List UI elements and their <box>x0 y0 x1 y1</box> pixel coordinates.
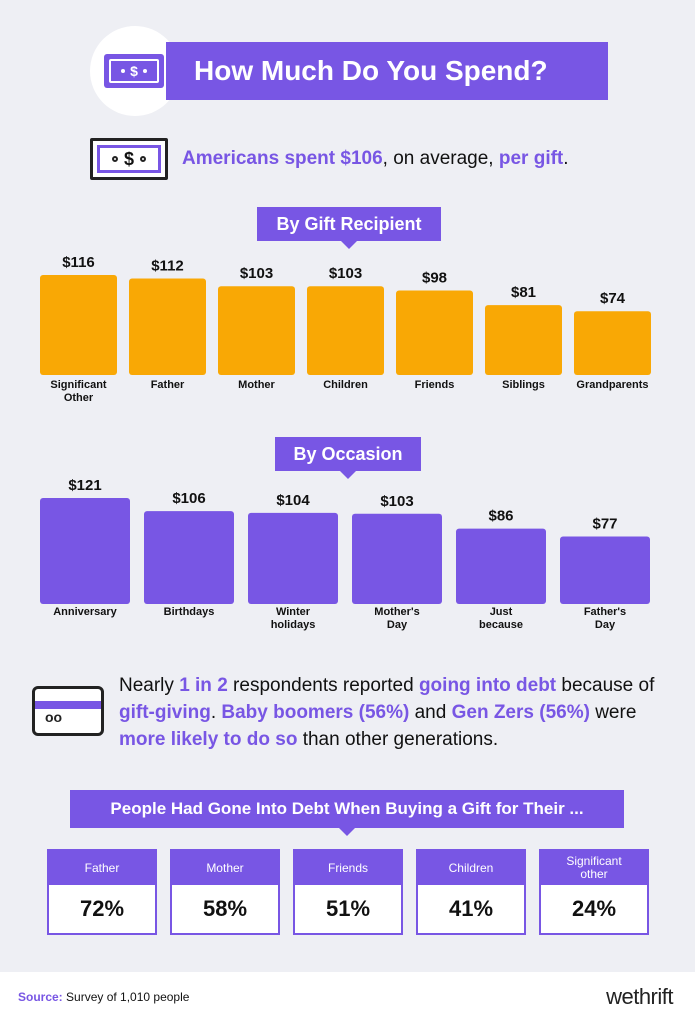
value-label: $86 <box>488 508 513 525</box>
bar-birthdays <box>144 511 234 604</box>
category-label: Significant Other <box>50 379 107 404</box>
value-label: $74 <box>600 290 626 307</box>
bar-children <box>307 286 384 375</box>
recipient-heading: By Gift Recipient <box>257 207 441 249</box>
stat-box-children: Children 41% <box>416 849 526 935</box>
category-label: Father's Day <box>584 606 626 631</box>
dollar-bill-icon: $ <box>104 54 164 88</box>
occasion-chart: $121 Anniversary $106 Birthdays $104 Winter ho… <box>30 470 665 645</box>
value-label: $103 <box>380 493 413 510</box>
bar-just-because <box>456 528 546 604</box>
bar-mother <box>218 286 295 375</box>
value-label: $106 <box>172 490 205 507</box>
category-label: Anniversary <box>53 606 117 618</box>
stat-box-friends: Friends 51% <box>293 849 403 935</box>
value-label: $116 <box>62 254 95 271</box>
average-spend: $ Americans spent $106, on average, per … <box>90 138 569 180</box>
bar-father-s-day <box>560 536 650 604</box>
value-label: $77 <box>592 516 617 533</box>
category-label: Birthdays <box>164 606 215 618</box>
source-note: Source: Survey of 1,010 people <box>18 990 190 1004</box>
category-label: Children <box>323 379 368 391</box>
value-label: $81 <box>511 284 536 301</box>
occasion-heading: By Occasion <box>275 437 421 479</box>
header: $ How Much Do You Spend? <box>90 26 610 116</box>
category-label: Just because <box>479 606 523 631</box>
bar-grandparents <box>574 311 651 375</box>
value-label: $103 <box>240 265 273 282</box>
category-label: Siblings <box>502 379 545 391</box>
value-label: $98 <box>422 270 447 287</box>
bar-father <box>129 278 206 375</box>
stat-box-mother: Mother 58% <box>170 849 280 935</box>
value-label: $121 <box>68 477 101 494</box>
category-label: Mother's Day <box>374 606 419 631</box>
average-text: Americans spent $106, on average, per gi… <box>182 148 569 169</box>
credit-card-icon: oo <box>32 686 104 736</box>
page-title: How Much Do You Spend? <box>166 42 608 100</box>
bar-winter-holidays <box>248 512 338 604</box>
debt-text: Nearly 1 in 2 respondents reported going… <box>119 675 655 750</box>
category-label: Father <box>151 379 185 391</box>
category-label: Mother <box>238 379 275 391</box>
value-label: $112 <box>151 257 184 274</box>
dollar-bill-outline-icon: $ <box>90 138 168 180</box>
header-badge: $ <box>90 26 180 116</box>
stat-box-father: Father 72% <box>47 849 157 935</box>
bar-mother-s-day <box>352 513 442 604</box>
stat-box-significant-other: Significant other 24% <box>539 849 649 935</box>
bar-siblings <box>485 305 562 375</box>
bar-friends <box>396 290 473 375</box>
category-label: Winter holidays <box>271 606 316 631</box>
value-label: $104 <box>276 492 310 509</box>
debt-stat-boxes: Father 72% Mother 58% Friends 51% Children 4… <box>47 849 649 935</box>
footer: Source: Survey of 1,010 people wethrift <box>0 972 695 1024</box>
category-label: Grandparents <box>576 379 648 391</box>
debt-recipient-heading: People Had Gone Into Debt When Buying a … <box>70 790 624 836</box>
value-label: $103 <box>329 265 362 282</box>
bar-anniversary <box>40 498 130 604</box>
recipient-bar-chart: $116 Significant Other $112 Father $103 Mother… <box>40 254 651 404</box>
recipient-chart: $116 Significant Other $112 Father $103 Mother… <box>30 248 665 418</box>
wethrift-logo[interactable]: wethrift <box>606 984 673 1009</box>
category-label: Friends <box>415 379 455 391</box>
occasion-bar-chart: $121 Anniversary $106 Birthdays $104 Winter ho… <box>40 477 650 631</box>
bar-significant-other <box>40 275 117 375</box>
